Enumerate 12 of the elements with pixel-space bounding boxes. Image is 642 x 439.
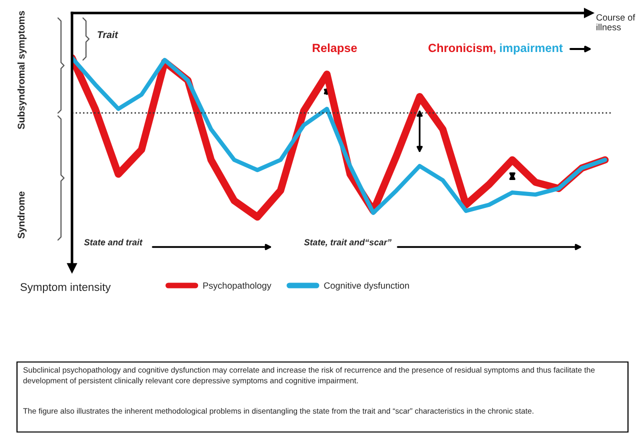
text: Syndrome <box>17 192 27 238</box>
text: Subsyndromal symptoms <box>17 10 27 130</box>
annotation: Relapse <box>312 43 357 54</box>
annotation: Course of illness <box>596 14 636 30</box>
legend-label: Cognitive dysfunction <box>324 282 409 291</box>
text: State, trait and“scar” <box>304 238 392 247</box>
text: State and trait <box>84 238 143 246</box>
legend-label: Psychopathology <box>203 282 272 291</box>
annotation: Chronicism, <box>428 43 496 54</box>
annotation: Trait <box>98 30 118 38</box>
annotation: impairment <box>500 43 563 54</box>
text: Symptom intensity <box>20 282 111 294</box>
